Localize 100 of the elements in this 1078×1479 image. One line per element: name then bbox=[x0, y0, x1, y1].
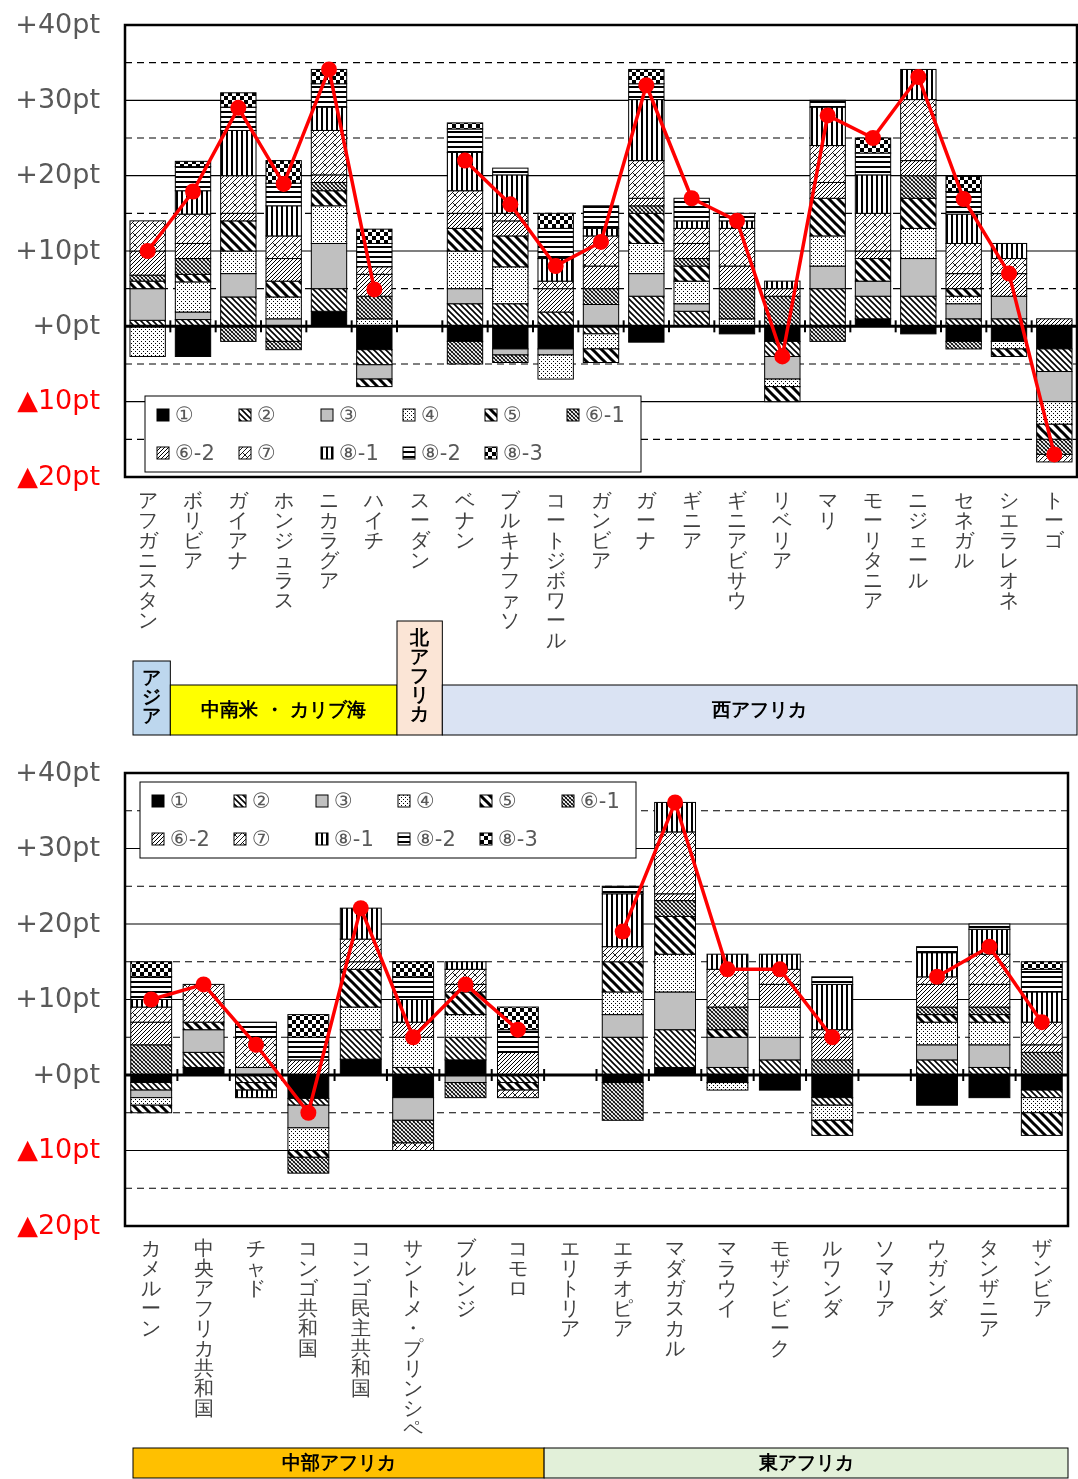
legend-label: ⑧-3 bbox=[503, 441, 543, 465]
x-tick-label: ガーナ bbox=[636, 488, 658, 553]
x-tick-label: エリトリア bbox=[560, 1236, 581, 1341]
x-tick-label: コートジボワール bbox=[545, 488, 566, 653]
y-tick-label: +20pt bbox=[15, 158, 100, 190]
y-tick-label: ▲20pt bbox=[17, 1208, 100, 1240]
x-tick-label: ニジェール bbox=[908, 488, 929, 593]
point bbox=[1046, 446, 1063, 463]
point bbox=[683, 190, 700, 207]
x-tick-label: ザンビア bbox=[1031, 1236, 1053, 1321]
y-tick-label: +0pt bbox=[32, 1057, 100, 1089]
legend-label: ⑧-1 bbox=[339, 441, 379, 465]
y-tick-label: +10pt bbox=[15, 982, 100, 1013]
x-tick-label: マダガスカル bbox=[665, 1236, 687, 1361]
x-tick-label: コモロ bbox=[507, 1236, 528, 1301]
x-tick-label: ギニアビサウ bbox=[727, 488, 748, 613]
legend-label: ⑥-1 bbox=[585, 403, 625, 427]
category-label: 中央アフリカ共和国 bbox=[193, 1236, 214, 1421]
x-tick-label: ギニア bbox=[681, 488, 702, 553]
legend-label: ⑧-2 bbox=[416, 827, 456, 851]
legend-label: ④ bbox=[421, 403, 440, 427]
legend-label: ③ bbox=[334, 789, 353, 813]
x-tick-label: セネガル bbox=[953, 488, 975, 573]
point bbox=[230, 99, 247, 116]
legend-label: ③ bbox=[339, 403, 358, 427]
x-tick-label: チャド bbox=[245, 1236, 266, 1301]
legend-label: ⑤ bbox=[498, 789, 517, 813]
legend-label: ① bbox=[175, 403, 194, 427]
x-tick-label: ガンビア bbox=[591, 488, 612, 573]
y-tick-label: +0pt bbox=[32, 308, 100, 340]
legend-label: ② bbox=[257, 403, 276, 427]
x-tick-label: ハイチ bbox=[363, 488, 385, 553]
x-tick-label: ボリビア bbox=[183, 488, 204, 573]
legend-label: ① bbox=[170, 789, 189, 813]
text: 中部アフリカ bbox=[281, 1450, 396, 1473]
x-tick-label: モザンビーク bbox=[769, 1236, 791, 1361]
text: 中南米 ・ カリブ海 bbox=[201, 697, 367, 720]
x-tick-label: エチオピア bbox=[612, 1236, 633, 1341]
x-tick-label: トーゴ bbox=[1044, 488, 1066, 553]
x-tick-label: ブルキナファソ bbox=[500, 488, 522, 633]
point bbox=[593, 233, 609, 250]
legend-label: ⑥-2 bbox=[170, 827, 210, 851]
legend-label: ② bbox=[252, 789, 271, 813]
point bbox=[719, 961, 736, 978]
x-tick-label: コンゴ民主共和国 bbox=[350, 1236, 372, 1401]
point bbox=[275, 175, 292, 192]
point bbox=[143, 991, 160, 1008]
point bbox=[509, 1021, 526, 1038]
x-tick-label: カメルーン bbox=[141, 1236, 162, 1341]
y-tick-label: +40pt bbox=[15, 7, 100, 39]
x-tick-label: ガイアナ bbox=[228, 488, 250, 573]
point bbox=[195, 976, 212, 993]
text: アジア bbox=[142, 666, 162, 727]
text: 北アフリカ bbox=[409, 626, 431, 725]
x-tick-label: マラウイ bbox=[717, 1236, 738, 1321]
x-tick-label: コンゴ共和国 bbox=[298, 1236, 320, 1361]
point bbox=[774, 348, 791, 365]
point bbox=[819, 107, 836, 124]
y-tick-label: ▲10pt bbox=[17, 1133, 100, 1164]
point bbox=[185, 183, 201, 200]
y-tick-label: ▲20pt bbox=[17, 459, 100, 491]
x-tick-label: シエラレオネ bbox=[999, 488, 1019, 613]
y-tick-label: ▲10pt bbox=[17, 384, 100, 416]
point bbox=[824, 1029, 841, 1046]
point bbox=[139, 243, 156, 259]
point bbox=[457, 976, 474, 993]
x-tick-label: ソマリア bbox=[874, 1236, 895, 1321]
text: 東アフリカ bbox=[757, 1450, 854, 1473]
y-tick-label: +10pt bbox=[15, 233, 100, 265]
legend-label: ④ bbox=[416, 789, 435, 813]
legend-label: ⑤ bbox=[503, 403, 522, 427]
x-tick-label: ホンジュラス bbox=[273, 488, 294, 613]
point bbox=[405, 1029, 422, 1046]
x-tick-label: ベナン bbox=[455, 488, 475, 553]
legend-label: ⑧-1 bbox=[334, 827, 374, 851]
x-tick-label: ニカラグア bbox=[319, 488, 340, 593]
x-tick-label: タンザニア bbox=[979, 1236, 1000, 1341]
x-tick-label: マリ bbox=[817, 488, 838, 533]
x-tick-label: リベリア bbox=[772, 488, 793, 573]
x-tick-label: ブルンジ bbox=[455, 1236, 477, 1321]
point bbox=[614, 923, 631, 940]
point bbox=[1033, 1014, 1050, 1031]
y-tick-label: +40pt bbox=[15, 755, 100, 787]
point bbox=[502, 196, 519, 213]
legend-label: ⑦ bbox=[257, 441, 276, 465]
y-tick-label: +20pt bbox=[15, 906, 100, 938]
x-tick-label: ルワンダ bbox=[822, 1236, 844, 1321]
category-label: サントメ・プリンシペ bbox=[403, 1236, 424, 1441]
point bbox=[929, 968, 946, 985]
text: 西アフリカ bbox=[711, 697, 808, 720]
x-tick-label: スーダン bbox=[409, 488, 431, 573]
x-tick-label: モーリタニア bbox=[863, 488, 883, 613]
y-tick-label: +30pt bbox=[15, 82, 100, 114]
point bbox=[321, 61, 337, 78]
point bbox=[457, 152, 473, 169]
x-tick-label: アフガニスタン bbox=[137, 488, 159, 633]
point bbox=[729, 212, 745, 229]
legend-label: ⑦ bbox=[252, 827, 271, 851]
y-tick-label: +30pt bbox=[15, 831, 100, 862]
x-tick-label: ウガンダ bbox=[927, 1236, 949, 1321]
